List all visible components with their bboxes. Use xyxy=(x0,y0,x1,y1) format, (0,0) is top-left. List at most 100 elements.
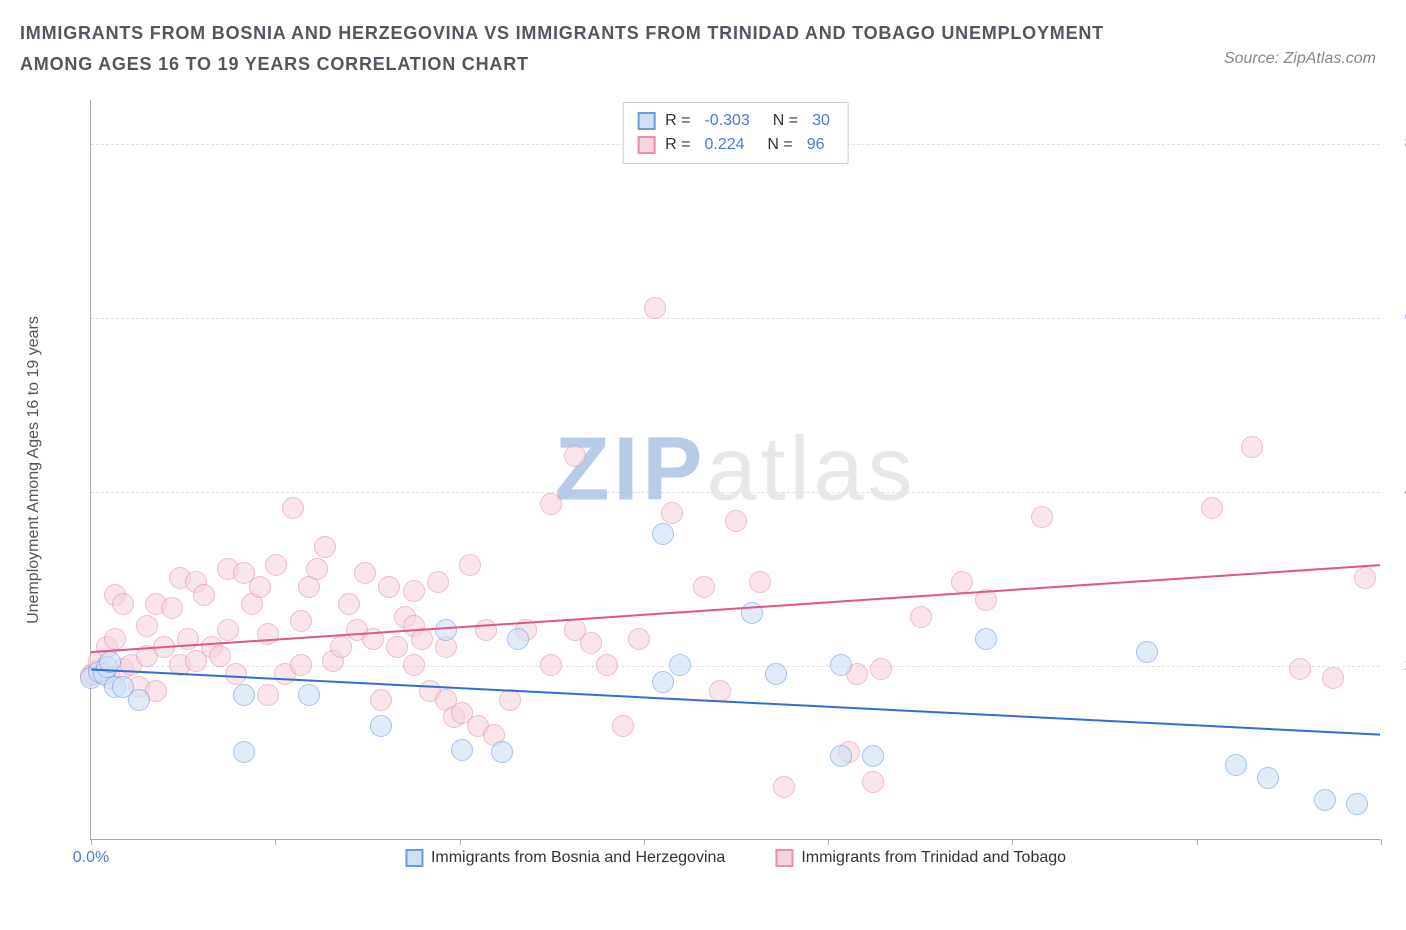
data-point xyxy=(580,632,602,654)
watermark-atlas: atlas xyxy=(706,419,916,519)
bottom-legend-label: Immigrants from Bosnia and Herzegovina xyxy=(431,849,725,867)
data-point xyxy=(330,636,352,658)
data-point xyxy=(1225,754,1247,776)
watermark: ZIPatlas xyxy=(554,418,916,521)
data-point xyxy=(257,684,279,706)
scatter-plot: ZIPatlas R =-0.303 N =30R =0.224 N =96 I… xyxy=(90,100,1380,840)
data-point xyxy=(975,628,997,650)
data-point xyxy=(1241,436,1263,458)
data-point xyxy=(862,771,884,793)
data-point xyxy=(741,602,763,624)
y-tick-label: 20.0% xyxy=(1390,657,1406,675)
x-tick xyxy=(828,839,829,845)
data-point xyxy=(870,658,892,680)
series-legend: Immigrants from Bosnia and Herzegovina Im… xyxy=(405,849,1066,867)
data-point xyxy=(104,628,126,650)
legend-n-value: 30 xyxy=(812,109,830,133)
trend-line xyxy=(91,565,1380,652)
data-point xyxy=(540,654,562,676)
data-point xyxy=(435,619,457,641)
x-tick xyxy=(644,839,645,845)
x-tick xyxy=(91,839,92,845)
data-point xyxy=(161,597,183,619)
data-point xyxy=(386,636,408,658)
data-point xyxy=(540,493,562,515)
data-point xyxy=(596,654,618,676)
data-point xyxy=(177,628,199,650)
data-point xyxy=(233,741,255,763)
data-point xyxy=(765,663,787,685)
legend-r-value: -0.303 xyxy=(704,109,749,133)
data-point xyxy=(652,671,674,693)
y-tick-label: 40.0% xyxy=(1390,483,1406,501)
data-point xyxy=(370,689,392,711)
y-axis-title: Unemployment Among Ages 16 to 19 years xyxy=(25,316,43,624)
data-point xyxy=(298,684,320,706)
data-point xyxy=(153,636,175,658)
legend-r-value: 0.224 xyxy=(704,133,744,157)
legend-swatch xyxy=(775,849,793,867)
legend-n-label: N = xyxy=(759,133,793,157)
trend-lines xyxy=(91,100,1380,839)
data-point xyxy=(306,558,328,580)
data-point xyxy=(1346,793,1368,815)
gridline xyxy=(91,492,1380,493)
data-point xyxy=(257,623,279,645)
data-point xyxy=(99,651,121,673)
chart-area: Unemployment Among Ages 16 to 19 years Z… xyxy=(70,100,1380,865)
data-point xyxy=(362,628,384,650)
watermark-zip: ZIP xyxy=(554,419,706,519)
gridline xyxy=(91,318,1380,319)
x-tick xyxy=(275,839,276,845)
data-point xyxy=(644,297,666,319)
data-point xyxy=(403,580,425,602)
data-point xyxy=(1314,789,1336,811)
data-point xyxy=(862,745,884,767)
data-point xyxy=(475,619,497,641)
correlation-legend: R =-0.303 N =30R =0.224 N =96 xyxy=(622,102,849,164)
data-point xyxy=(136,615,158,637)
x-tick xyxy=(1012,839,1013,845)
data-point xyxy=(290,610,312,632)
data-point xyxy=(669,654,691,676)
data-point xyxy=(1289,658,1311,680)
data-point xyxy=(628,628,650,650)
data-point xyxy=(910,606,932,628)
data-point xyxy=(249,576,271,598)
data-point xyxy=(1136,641,1158,663)
x-tick xyxy=(460,839,461,845)
data-point xyxy=(1031,506,1053,528)
data-point xyxy=(403,654,425,676)
legend-row: R =-0.303 N =30 xyxy=(637,109,834,133)
x-tick-label: 0.0% xyxy=(73,849,109,867)
data-point xyxy=(693,576,715,598)
data-point xyxy=(725,510,747,532)
data-point xyxy=(354,562,376,584)
data-point xyxy=(265,554,287,576)
x-tick xyxy=(1197,839,1198,845)
data-point xyxy=(830,745,852,767)
data-point xyxy=(975,589,997,611)
legend-swatch xyxy=(405,849,423,867)
legend-r-label: R = xyxy=(665,133,690,157)
data-point xyxy=(233,684,255,706)
data-point xyxy=(1201,497,1223,519)
data-point xyxy=(709,680,731,702)
bottom-legend-item: Immigrants from Trinidad and Tobago xyxy=(775,849,1066,867)
data-point xyxy=(217,619,239,641)
data-point xyxy=(112,593,134,615)
x-tick-label: 8.0% xyxy=(1390,849,1406,867)
data-point xyxy=(1257,767,1279,789)
data-point xyxy=(830,654,852,676)
data-point xyxy=(411,628,433,650)
x-tick xyxy=(1381,839,1382,845)
data-point xyxy=(499,689,521,711)
data-point xyxy=(507,628,529,650)
data-point xyxy=(564,445,586,467)
data-point xyxy=(128,689,150,711)
bottom-legend-item: Immigrants from Bosnia and Herzegovina xyxy=(405,849,725,867)
legend-row: R =0.224 N =96 xyxy=(637,133,834,157)
legend-n-label: N = xyxy=(764,109,798,133)
data-point xyxy=(370,715,392,737)
legend-swatch xyxy=(637,136,655,154)
